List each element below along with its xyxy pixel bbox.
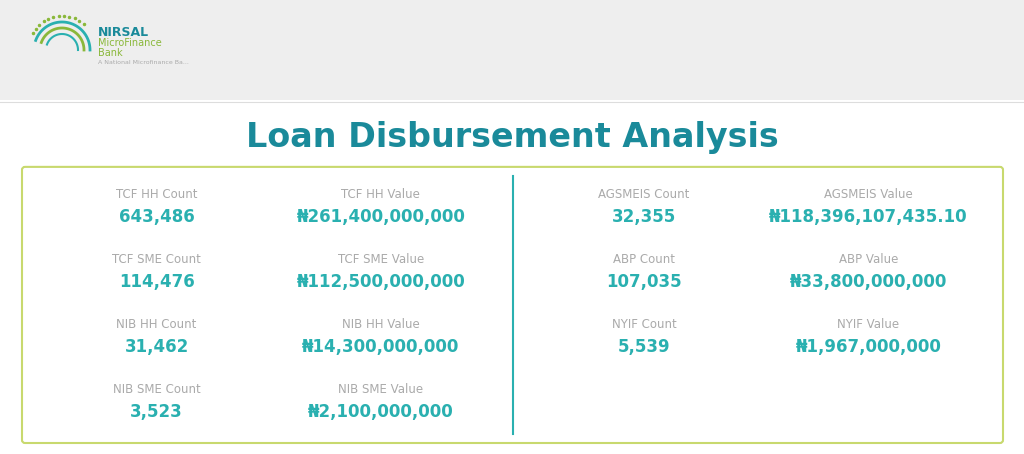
Text: AGSMEIS Value: AGSMEIS Value (824, 188, 912, 201)
Text: ₦1,967,000,000: ₦1,967,000,000 (796, 338, 941, 356)
Text: A National Microfinance Ba...: A National Microfinance Ba... (98, 60, 188, 65)
Text: NYIF Value: NYIF Value (838, 318, 899, 331)
Text: 643,486: 643,486 (119, 208, 195, 226)
Text: NYIF Count: NYIF Count (611, 318, 677, 331)
FancyBboxPatch shape (22, 167, 1002, 443)
Text: ₦118,396,107,435.10: ₦118,396,107,435.10 (769, 208, 968, 226)
Text: MicroFinance: MicroFinance (98, 38, 162, 48)
Text: ₦112,500,000,000: ₦112,500,000,000 (297, 273, 465, 291)
Text: NIRSAL: NIRSAL (98, 26, 150, 39)
Text: Bank: Bank (98, 48, 123, 58)
Text: 114,476: 114,476 (119, 273, 195, 291)
Text: TCF SME Count: TCF SME Count (113, 253, 201, 266)
Text: 3,523: 3,523 (130, 403, 183, 421)
Text: TCF SME Value: TCF SME Value (338, 253, 424, 266)
Text: ₦33,800,000,000: ₦33,800,000,000 (790, 273, 947, 291)
Text: ₦261,400,000,000: ₦261,400,000,000 (296, 208, 465, 226)
Text: TCF HH Value: TCF HH Value (341, 188, 420, 201)
Text: ₦14,300,000,000: ₦14,300,000,000 (302, 338, 460, 356)
Bar (0, 0, 1024, 100)
Text: ABP Value: ABP Value (839, 253, 898, 266)
Text: 5,539: 5,539 (617, 338, 671, 356)
Text: 31,462: 31,462 (125, 338, 188, 356)
Text: Loan Disbursement Analysis: Loan Disbursement Analysis (246, 121, 778, 154)
Text: NIB SME Value: NIB SME Value (338, 383, 424, 396)
Text: NIB HH Value: NIB HH Value (342, 318, 420, 331)
Bar (0, 100, 1024, 454)
Text: AGSMEIS Count: AGSMEIS Count (598, 188, 690, 201)
Text: TCF HH Count: TCF HH Count (116, 188, 198, 201)
Text: 107,035: 107,035 (606, 273, 682, 291)
Text: NIB HH Count: NIB HH Count (117, 318, 197, 331)
Text: ₦2,100,000,000: ₦2,100,000,000 (308, 403, 454, 421)
Text: NIB SME Count: NIB SME Count (113, 383, 201, 396)
Text: 32,355: 32,355 (612, 208, 676, 226)
Text: ABP Count: ABP Count (613, 253, 675, 266)
